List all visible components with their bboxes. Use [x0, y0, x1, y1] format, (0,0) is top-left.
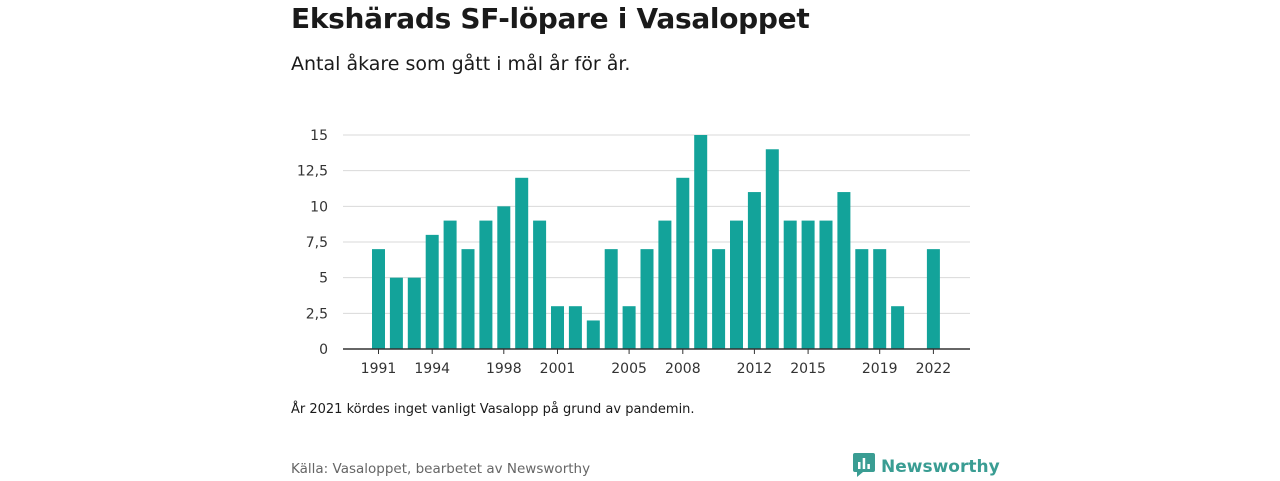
- y-tick-label: 0: [319, 342, 328, 358]
- chart-subtitle: Antal åkare som gått i mål år för år.: [291, 53, 631, 75]
- x-tick-label: 2012: [737, 361, 773, 377]
- x-tick-label: 1998: [486, 361, 522, 377]
- brand-logo: Newsworthy: [853, 453, 1000, 481]
- x-axis: 1991 1994 1998 2001 2005 2008 2012 2015 2019 2022: [361, 349, 952, 377]
- bar-2018: [855, 249, 869, 349]
- chart-title: Ekshärads SF-löpare i Vasaloppet: [291, 2, 810, 35]
- bars: [372, 135, 940, 349]
- bar-2015: [801, 220, 815, 349]
- source-text: Källa: Vasaloppet, bearbetet av Newswort…: [291, 461, 591, 477]
- x-tick-label: 1991: [361, 361, 397, 377]
- brand-name: Newsworthy: [881, 457, 1000, 477]
- bar-2022: [926, 249, 940, 349]
- bar-2014: [783, 220, 797, 349]
- bar-1998: [497, 206, 511, 349]
- bar-chart: 0 2,5 5 7,5 10 12,5 15 1991 1994 1998 2001 2005 200…: [297, 128, 970, 377]
- y-tick-label: 7,5: [306, 235, 328, 251]
- y-tick-label: 15: [310, 128, 328, 144]
- y-tick-label: 2,5: [306, 306, 328, 322]
- y-axis: 0 2,5 5 7,5 10 12,5 15: [297, 128, 328, 358]
- bar-2013: [765, 149, 779, 349]
- y-tick-label: 10: [310, 199, 328, 215]
- y-tick-label: 12,5: [297, 164, 328, 180]
- bar-2016: [819, 220, 833, 349]
- bar-1996: [461, 249, 475, 349]
- bar-2010: [712, 249, 726, 349]
- x-tick-label: 2019: [862, 361, 898, 377]
- bar-2012: [747, 192, 761, 349]
- bar-1997: [479, 220, 493, 349]
- bar-2000: [533, 220, 547, 349]
- bar-1994: [425, 234, 439, 349]
- bar-2004: [604, 249, 618, 349]
- x-tick-label: 2008: [665, 361, 701, 377]
- bar-2005: [622, 306, 636, 349]
- x-tick-label: 2022: [916, 361, 952, 377]
- bar-2011: [730, 220, 743, 349]
- bar-2003: [586, 320, 600, 349]
- bar-1993: [407, 277, 421, 349]
- footnote: År 2021 kördes inget vanligt Vasalopp på…: [291, 402, 695, 417]
- bar-1995: [443, 220, 457, 349]
- bar-2001: [551, 306, 564, 349]
- bar-2017: [837, 192, 851, 349]
- bar-2020: [891, 306, 905, 349]
- bar-1999: [515, 177, 529, 349]
- x-tick-label: 2015: [790, 361, 826, 377]
- newsworthy-logo-icon: [853, 453, 875, 481]
- x-tick-label: 2001: [540, 361, 576, 377]
- x-tick-label: 2005: [611, 361, 647, 377]
- bar-1991: [372, 249, 385, 349]
- bar-2008: [676, 177, 690, 349]
- y-tick-label: 5: [319, 271, 328, 287]
- bar-2002: [568, 306, 582, 349]
- bar-2019: [873, 249, 887, 349]
- bar-2007: [658, 220, 672, 349]
- bar-2006: [640, 249, 654, 349]
- bar-1992: [389, 277, 403, 349]
- x-tick-label: 1994: [414, 361, 450, 377]
- bar-2009: [694, 135, 708, 349]
